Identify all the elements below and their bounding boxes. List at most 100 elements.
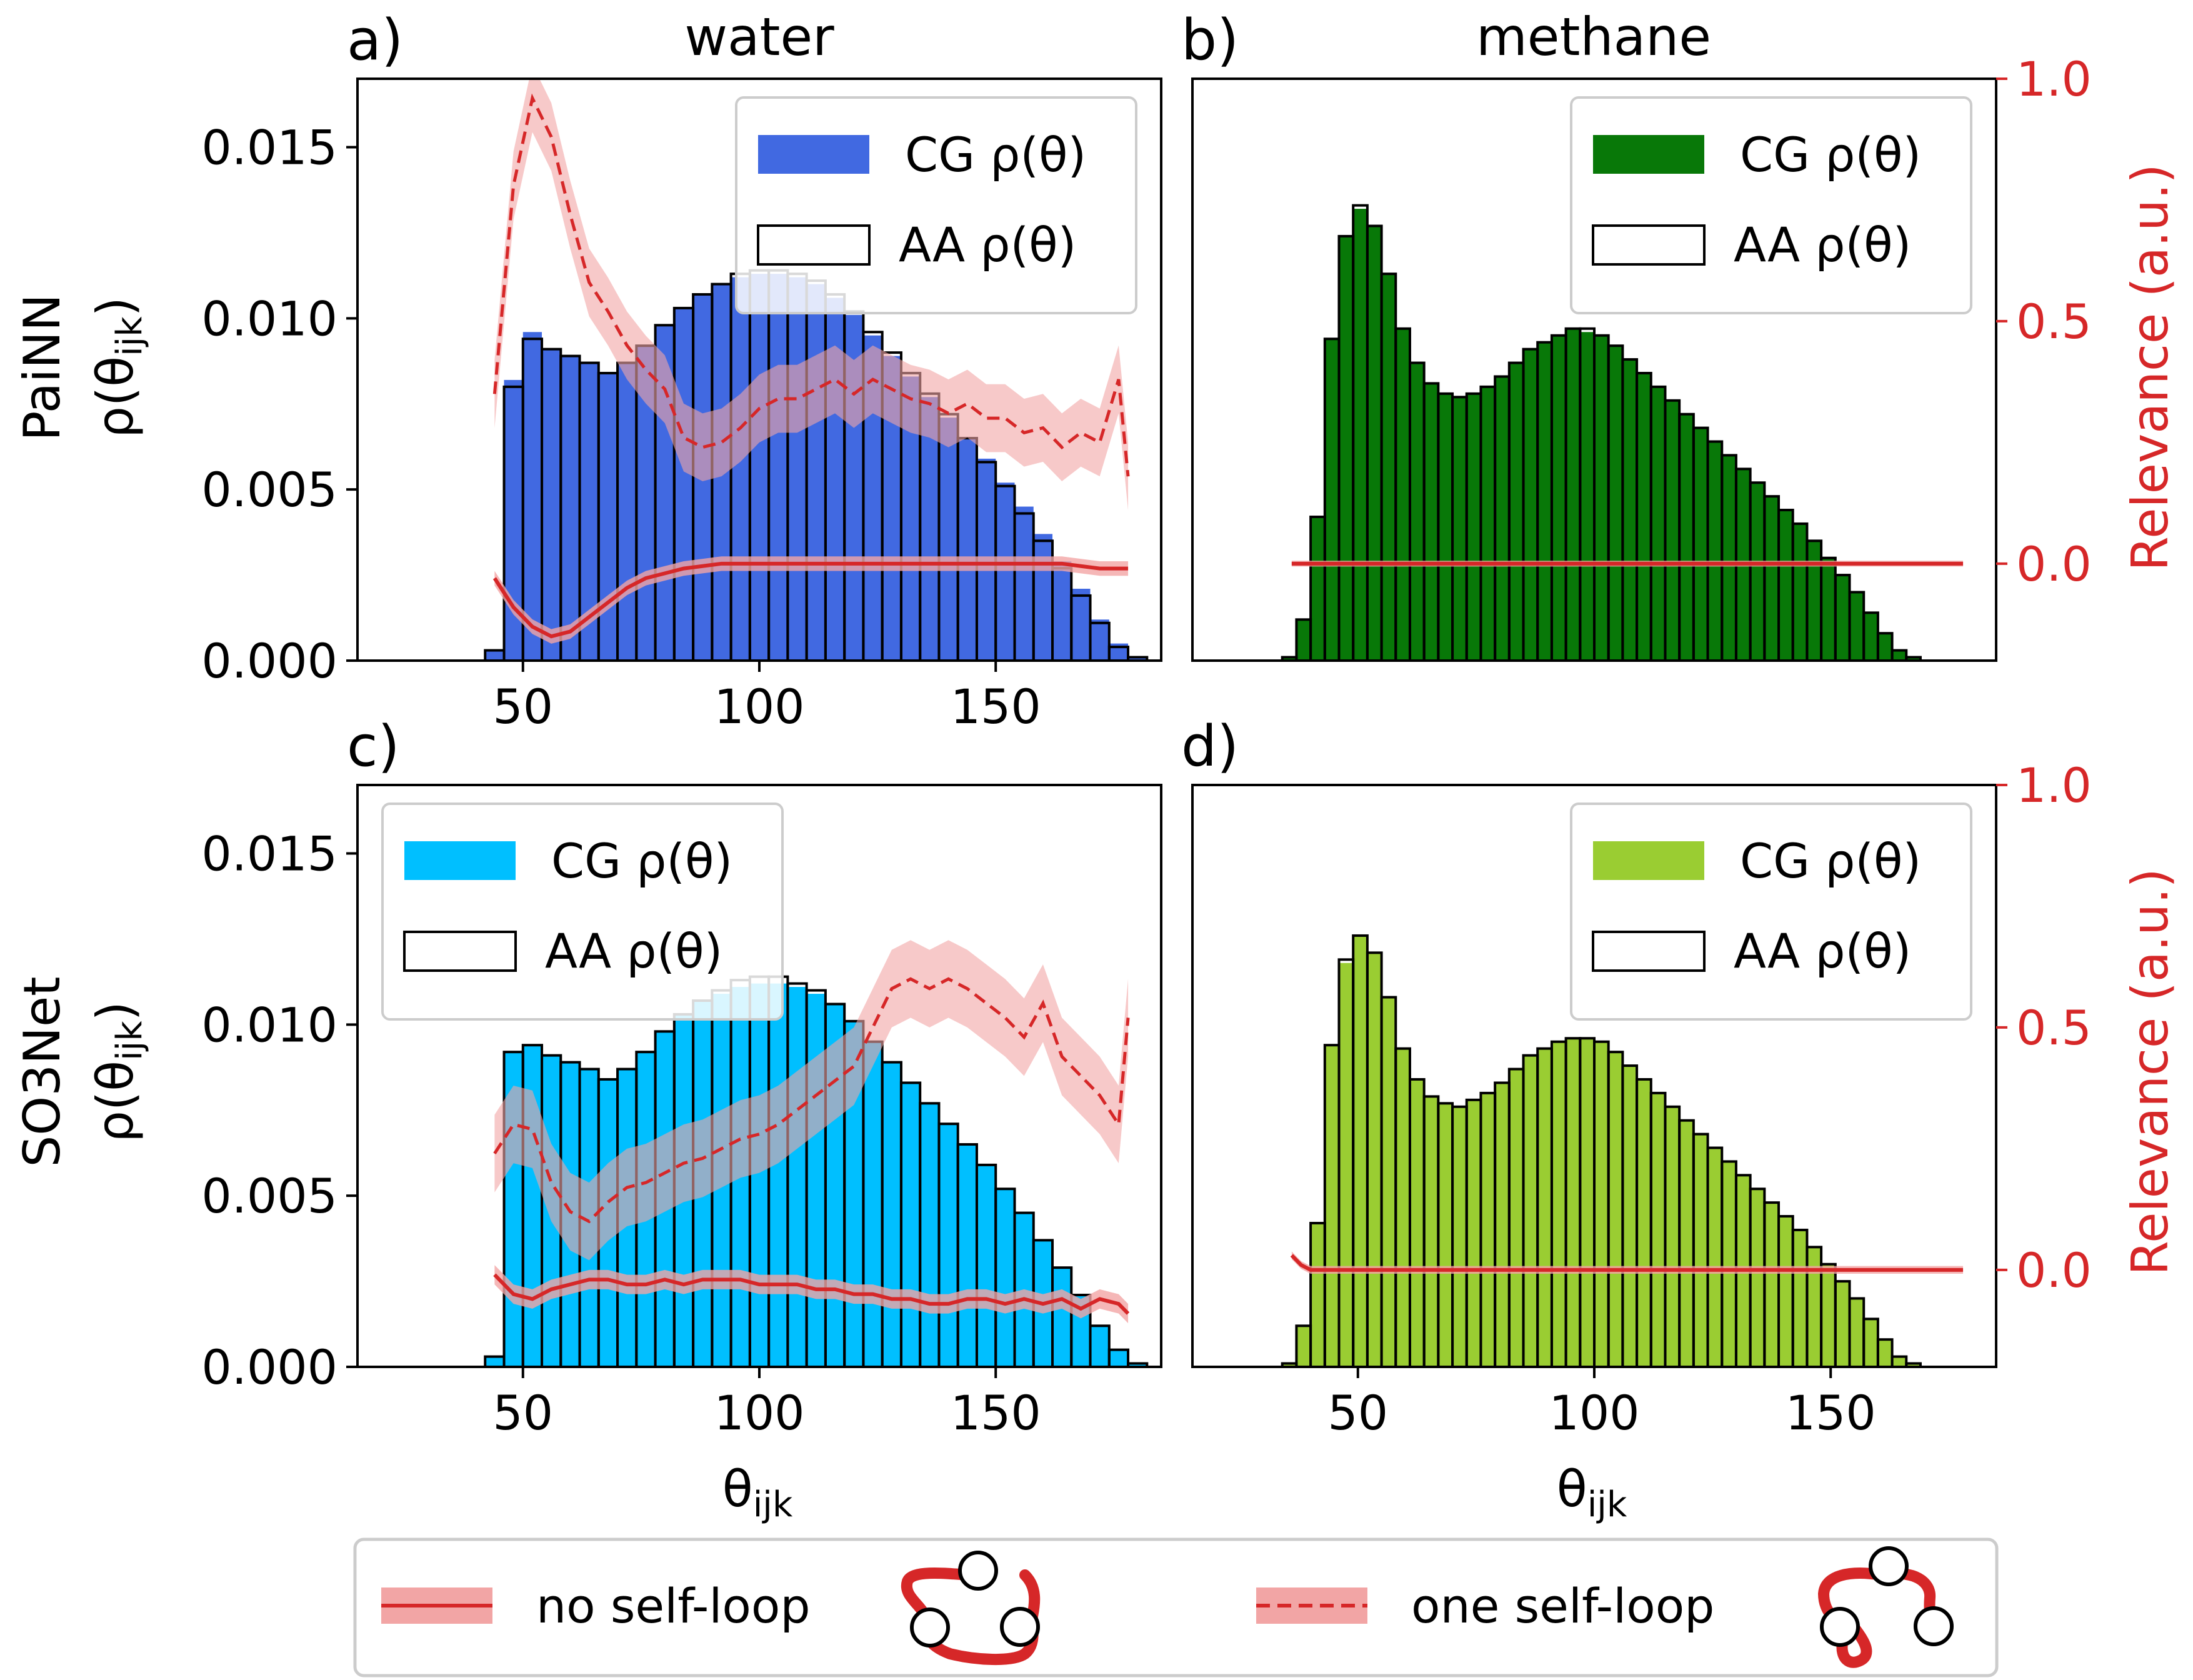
cg-bar: [1090, 619, 1109, 661]
x-tick-label: 50: [1327, 1385, 1388, 1441]
cg-bar: [1296, 1326, 1311, 1367]
y2-tick-label: 0.0: [2016, 536, 2092, 592]
panel-legend: CG ρ(θ) AA ρ(θ): [735, 96, 1137, 314]
cg-bar: [1679, 1120, 1694, 1367]
cg-bar: [939, 1124, 958, 1367]
cg-bar: [1396, 1048, 1410, 1367]
cg-bar: [1381, 274, 1396, 661]
cg-bar: [1864, 1319, 1878, 1367]
panel-label-d: d): [1181, 714, 1239, 779]
no-self-loop-band: [494, 1265, 1129, 1324]
cg-bar: [1608, 346, 1623, 661]
cg-bar: [1807, 541, 1822, 661]
cg-bar: [674, 308, 694, 661]
cg-bar: [1835, 1281, 1850, 1367]
one-self-loop-graph-icon: [1817, 1546, 1954, 1668]
cg-bar: [1906, 657, 1921, 661]
cg-bar: [957, 438, 977, 661]
y2-tick-label: 1.0: [2016, 51, 2092, 107]
legend-no-self-loop: no self-loop: [381, 1551, 1041, 1665]
legend-cg-label: CG ρ(θ): [551, 833, 732, 889]
y-tick-label: 0.005: [201, 1168, 337, 1224]
cg-bar: [1722, 455, 1736, 661]
legend-cg-swatch: [758, 135, 869, 174]
cg-bar: [1381, 997, 1396, 1367]
y-tick-label: 0.000: [201, 633, 337, 689]
cg-bar: [1877, 633, 1892, 661]
one-self-loop-band: [494, 79, 1129, 511]
legend-aa-label: AA ρ(θ): [545, 923, 722, 979]
cg-bar: [1566, 1038, 1581, 1367]
cg-bar: [1296, 619, 1311, 661]
cg-bar: [1495, 1082, 1509, 1367]
cg-bar: [1637, 1079, 1651, 1367]
cg-bar: [1324, 339, 1339, 661]
y-tick-label: 0.000: [201, 1339, 337, 1395]
y2-tick-label: 0.0: [2016, 1242, 2092, 1298]
aa-bar: [1089, 621, 1111, 661]
cg-bar: [1779, 1216, 1793, 1367]
cg-bar: [1282, 657, 1297, 661]
legend-aa-swatch: [1592, 224, 1706, 266]
cg-bar: [522, 332, 542, 661]
cg-bar: [1750, 482, 1765, 661]
ylabel-relevance-bottom: Relevance (a.u.): [2121, 868, 2179, 1275]
cg-bar: [1523, 1055, 1538, 1367]
panel-legend: CG ρ(θ) AA ρ(θ): [1570, 802, 1972, 1021]
cg-bar: [1481, 386, 1496, 661]
panel-legend: CG ρ(θ) AA ρ(θ): [381, 802, 784, 1021]
cg-bar: [1779, 510, 1793, 661]
cg-bar: [1452, 1106, 1467, 1367]
no-self-loop-line: [493, 1273, 1130, 1315]
cg-bar: [1071, 588, 1091, 661]
x-tick-label: 50: [492, 679, 553, 734]
column-title-water: water: [684, 6, 834, 68]
cg-bar: [1109, 1349, 1129, 1367]
cg-bar: [1906, 1363, 1921, 1367]
cg-bar: [1622, 359, 1637, 661]
ylabel-hist-bottom: ρ(θijk): [86, 1001, 150, 1142]
legend-cg-swatch: [404, 841, 516, 880]
cg-bar: [1339, 236, 1354, 661]
plot-area: [1281, 934, 1964, 1367]
cg-bar: [1792, 1229, 1807, 1367]
cg-bar: [1580, 1038, 1594, 1367]
one-self-loop-line: [492, 93, 1130, 477]
y-tick-label: 0.015: [201, 826, 337, 882]
cg-bar: [769, 274, 788, 661]
cg-bar: [1353, 935, 1367, 1367]
y-tick-label: 0.010: [201, 997, 337, 1052]
panel-label-b: b): [1181, 8, 1239, 73]
cg-bar: [1892, 1356, 1907, 1367]
aa-bar: [1089, 1324, 1111, 1367]
cg-bar: [1509, 362, 1524, 661]
y-tick-label: 0.005: [201, 462, 337, 518]
legend-no-self-loop-label: no self-loop: [536, 1578, 811, 1634]
legend-aa-swatch: [757, 224, 871, 266]
panel-label-a: a): [347, 8, 403, 73]
cg-bar: [1594, 335, 1609, 661]
legend-aa-label: AA ρ(θ): [1734, 217, 1911, 272]
x-tick-label: 150: [1786, 1385, 1876, 1441]
cg-bar: [1409, 1079, 1424, 1367]
cg-bar: [1466, 393, 1481, 661]
cg-bar: [1693, 428, 1708, 661]
cg-bar: [1014, 506, 1034, 661]
cg-bar: [1324, 1045, 1339, 1367]
cg-bar: [1594, 1041, 1609, 1367]
cg-bar: [1665, 400, 1680, 661]
cg-bar: [1864, 612, 1878, 661]
cg-bar: [731, 277, 750, 661]
cg-bar: [1282, 1363, 1297, 1367]
x-tick-label: 150: [951, 1385, 1041, 1441]
cg-bar: [1466, 1099, 1481, 1367]
aa-bar: [1905, 656, 1922, 661]
cg-bar: [1764, 496, 1779, 661]
cg-bar: [1438, 1103, 1453, 1367]
cg-bar: [1821, 1264, 1836, 1367]
no-self-loop-line: [1290, 1254, 1964, 1272]
cg-bar: [920, 397, 939, 661]
y-tick-label: 0.015: [201, 120, 337, 176]
cg-bar: [1608, 1052, 1623, 1367]
cg-bar: [1707, 1148, 1722, 1367]
